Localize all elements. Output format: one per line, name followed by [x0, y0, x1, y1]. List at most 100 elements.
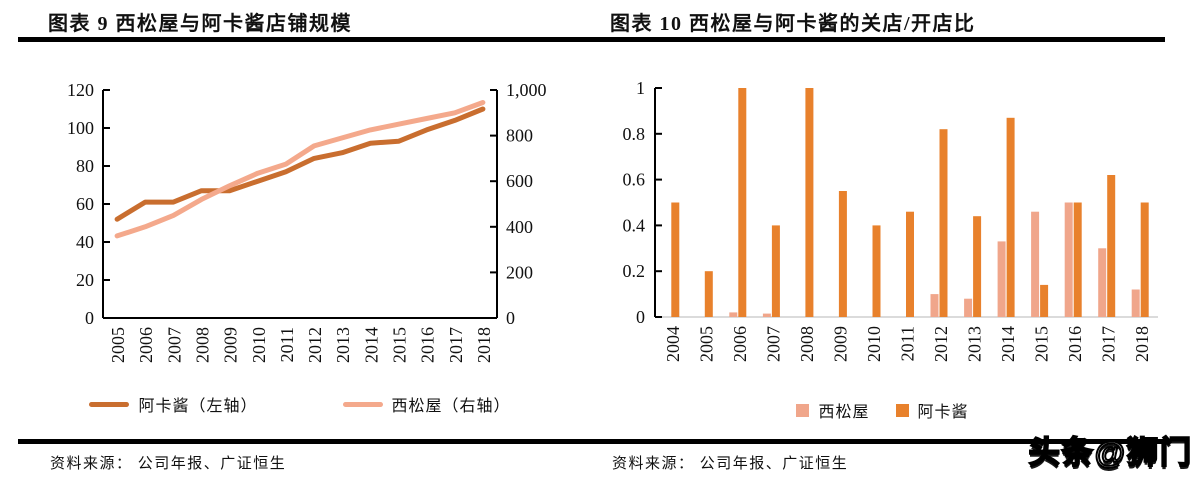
svg-text:2012: 2012 [305, 327, 325, 363]
svg-text:2007: 2007 [164, 327, 184, 363]
svg-text:600: 600 [506, 171, 533, 191]
bar-2015 [1031, 211, 1040, 317]
legend-item: 阿卡酱 [895, 398, 969, 422]
legend-label: 阿卡酱（左轴） [138, 398, 258, 415]
svg-text:1: 1 [636, 78, 645, 98]
svg-text:60: 60 [76, 194, 94, 214]
legend-label: 阿卡酱 [917, 404, 969, 421]
akachan-square-swatch-icon [895, 403, 909, 417]
bar-2006 [729, 312, 738, 317]
svg-text:2006: 2006 [730, 326, 750, 362]
source-text: 资料来源： 公司年报、广证恒生 [50, 456, 287, 472]
svg-text:80: 80 [76, 156, 94, 176]
svg-text:2008: 2008 [797, 326, 817, 362]
svg-text:1,000: 1,000 [506, 80, 547, 100]
bar-2016 [1073, 202, 1082, 317]
footer-divider-line [18, 439, 1165, 444]
bar-2013 [973, 216, 982, 317]
svg-text:2006: 2006 [136, 327, 156, 363]
nishimatsuya-line-swatch-icon [342, 401, 383, 407]
bar-2017 [1098, 248, 1107, 317]
legend-item: 西松屋 [796, 398, 869, 422]
line-chart-legend: 阿卡酱（左轴） 西松屋（右轴） [30, 392, 570, 416]
svg-text:2014: 2014 [998, 326, 1018, 362]
bar-2015 [1040, 284, 1049, 317]
bar-2011 [906, 211, 914, 317]
svg-text:40: 40 [76, 232, 94, 252]
svg-text:0.8: 0.8 [623, 124, 646, 144]
bar-2010 [872, 225, 881, 317]
legend-item: 阿卡酱（左轴） [89, 392, 257, 416]
akachan-line-swatch-icon [89, 401, 130, 407]
svg-text:100: 100 [67, 118, 94, 138]
svg-text:20: 20 [76, 270, 94, 290]
svg-text:2011: 2011 [277, 327, 297, 362]
bar-2004 [671, 202, 680, 317]
svg-text:0.6: 0.6 [623, 170, 646, 190]
legend-label: 西松屋（右轴） [391, 398, 511, 415]
legend-label: 西松屋 [818, 404, 870, 421]
svg-text:800: 800 [506, 126, 533, 146]
svg-text:2010: 2010 [249, 327, 269, 363]
svg-text:0: 0 [636, 307, 645, 327]
svg-text:0.2: 0.2 [623, 261, 646, 281]
svg-text:0.4: 0.4 [623, 215, 646, 235]
bar-2014 [1006, 117, 1015, 317]
svg-text:2009: 2009 [221, 327, 241, 363]
bar-2005 [704, 271, 713, 317]
source-text: 资料来源： 公司年报、广证恒生 [612, 456, 849, 472]
svg-text:2013: 2013 [333, 327, 353, 363]
bar-2014 [997, 241, 1006, 317]
line-series [114, 100, 486, 239]
svg-text:2018: 2018 [474, 327, 494, 363]
bar-2009 [838, 191, 847, 317]
svg-text:2018: 2018 [1132, 326, 1152, 362]
bar-2018 [1140, 202, 1149, 317]
svg-text:2016: 2016 [418, 327, 438, 363]
svg-text:2014: 2014 [361, 327, 381, 363]
bar-2013 [964, 298, 973, 317]
line-series [114, 106, 486, 222]
right-axis-ticks: 0 200 400 600 800 1,000 [490, 80, 547, 328]
svg-text:2009: 2009 [830, 326, 850, 362]
svg-text:2011: 2011 [898, 326, 918, 361]
figure10-title: 图表 10 西松屋与阿卡酱的关店/开店比 [610, 13, 976, 35]
bar-chart-legend: 西松屋 阿卡酱 [595, 398, 1170, 422]
nishimatsuya-square-swatch-icon [796, 403, 810, 417]
bar-2007 [762, 313, 771, 317]
bar-2018 [1131, 289, 1140, 317]
svg-text:0: 0 [506, 308, 515, 328]
bar-2006 [738, 88, 747, 317]
watermark: 头条@狮门 [1028, 434, 1193, 471]
svg-text:400: 400 [506, 217, 533, 237]
svg-text:200: 200 [506, 262, 533, 282]
bar-2012 [939, 129, 948, 317]
bar-2007 [771, 225, 780, 317]
svg-text:2016: 2016 [1065, 326, 1085, 362]
svg-text:2013: 2013 [965, 326, 985, 362]
svg-text:0: 0 [85, 308, 94, 328]
bar-2008 [805, 88, 814, 317]
svg-text:2005: 2005 [108, 327, 128, 363]
bar-2017 [1107, 175, 1116, 317]
svg-text:2010: 2010 [864, 326, 884, 362]
svg-text:2012: 2012 [931, 326, 951, 362]
svg-text:2017: 2017 [1099, 326, 1119, 362]
svg-text:120: 120 [67, 80, 94, 100]
bar-2012 [930, 294, 939, 317]
bar-groups [671, 88, 1149, 317]
left-axis-ticks: 0 20 40 60 80 100 120 [67, 80, 110, 328]
svg-text:2015: 2015 [390, 327, 410, 363]
bar-2016 [1064, 202, 1073, 317]
title-divider-line [18, 37, 1165, 42]
legend-item: 西松屋（右轴） [342, 392, 511, 416]
svg-text:2005: 2005 [696, 326, 716, 362]
svg-text:2007: 2007 [763, 326, 783, 362]
svg-text:2008: 2008 [193, 327, 213, 363]
y-axis-ticks: 0 0.2 0.4 0.6 0.8 1 [623, 78, 662, 327]
x-axis-labels: 2005 2006 2007 2008 2009 2010 2011 2012 2013 2014… [108, 327, 494, 363]
figure9-title: 图表 9 西松屋与阿卡酱店铺规模 [48, 13, 352, 35]
